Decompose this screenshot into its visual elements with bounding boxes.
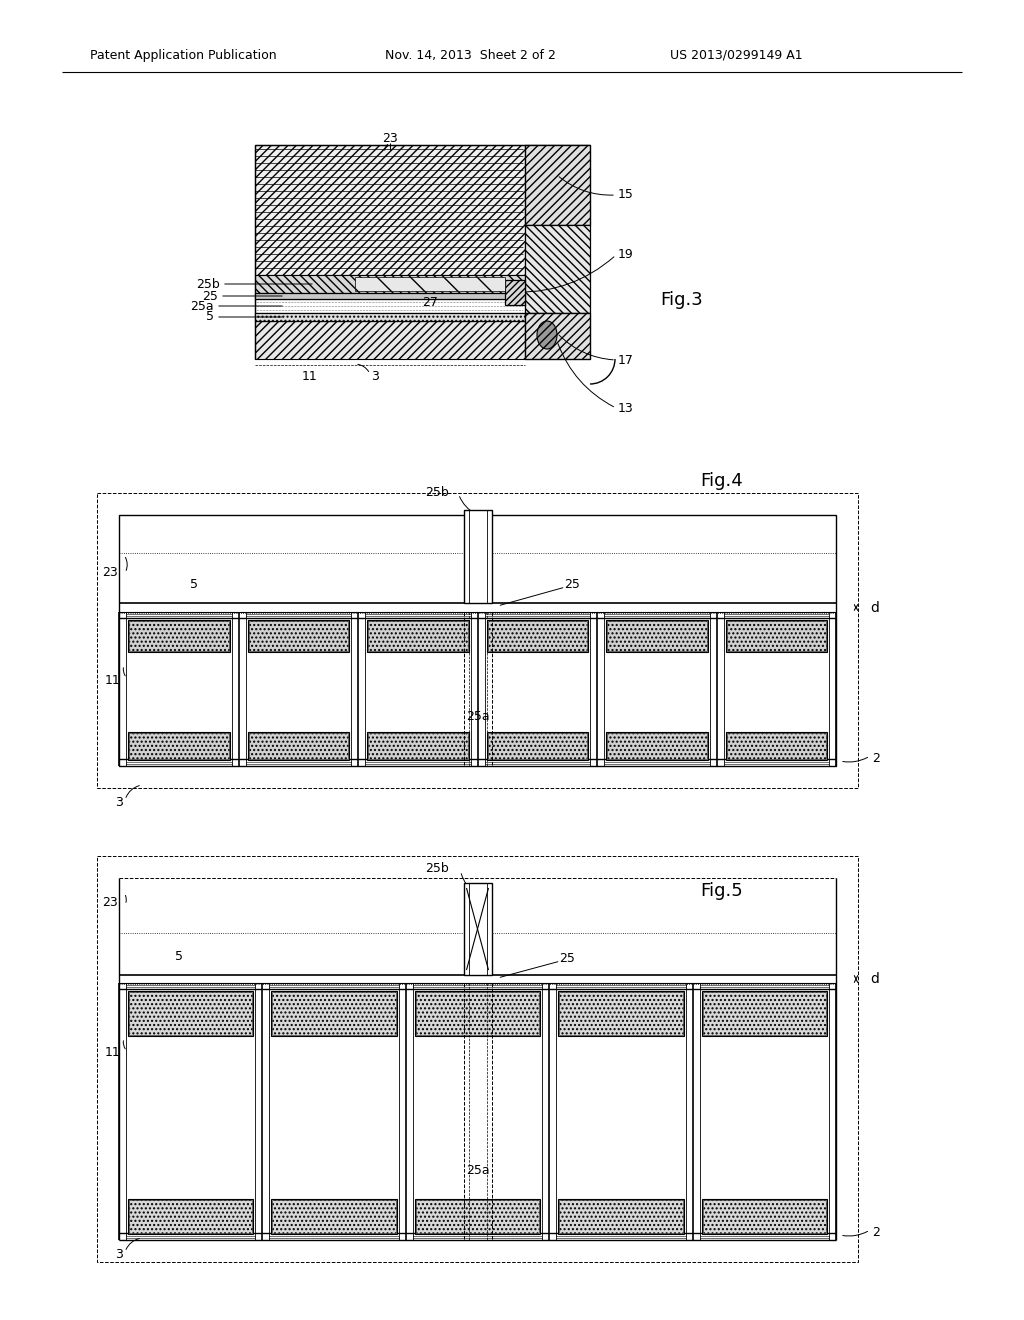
- Bar: [128, 991, 253, 1036]
- Bar: [255, 300, 525, 313]
- Text: 25b: 25b: [425, 486, 449, 499]
- Bar: [725, 620, 827, 652]
- Bar: [416, 1200, 540, 1233]
- Text: 23: 23: [382, 132, 398, 144]
- Bar: [368, 620, 468, 651]
- Bar: [558, 1199, 684, 1234]
- Bar: [367, 733, 469, 760]
- Bar: [726, 733, 826, 759]
- Bar: [607, 620, 707, 651]
- Text: 19: 19: [618, 248, 634, 261]
- Bar: [248, 733, 349, 760]
- Bar: [415, 991, 541, 1036]
- Bar: [97, 855, 858, 1262]
- Bar: [702, 993, 826, 1035]
- Bar: [486, 733, 588, 760]
- Bar: [255, 313, 525, 321]
- Text: 2: 2: [872, 1225, 880, 1238]
- Ellipse shape: [537, 321, 557, 348]
- Bar: [128, 1199, 253, 1234]
- Bar: [525, 145, 590, 224]
- Bar: [464, 883, 492, 975]
- Bar: [415, 1199, 541, 1234]
- Bar: [702, 1200, 826, 1233]
- Bar: [606, 733, 708, 760]
- Text: 3: 3: [115, 796, 123, 809]
- Text: US 2013/0299149 A1: US 2013/0299149 A1: [670, 49, 803, 62]
- Bar: [607, 733, 707, 759]
- Text: 27: 27: [422, 297, 438, 309]
- Text: 2: 2: [872, 751, 880, 764]
- Bar: [129, 1200, 252, 1233]
- Bar: [726, 620, 826, 651]
- Bar: [248, 620, 349, 652]
- Text: 23: 23: [102, 896, 118, 909]
- Bar: [249, 620, 348, 651]
- Text: d: d: [870, 601, 879, 615]
- Bar: [255, 321, 525, 359]
- Text: 15: 15: [618, 189, 634, 202]
- Text: 25: 25: [202, 289, 218, 302]
- Bar: [606, 620, 708, 652]
- Text: 25b: 25b: [425, 862, 449, 875]
- Text: 5: 5: [190, 578, 198, 591]
- Text: 11: 11: [302, 371, 317, 384]
- Text: Patent Application Publication: Patent Application Publication: [90, 49, 276, 62]
- Bar: [525, 313, 590, 359]
- Bar: [272, 1200, 396, 1233]
- Bar: [129, 620, 228, 651]
- Bar: [272, 993, 396, 1035]
- Text: 17: 17: [618, 354, 634, 367]
- Text: 11: 11: [105, 673, 121, 686]
- Text: Fig.5: Fig.5: [700, 882, 742, 900]
- Bar: [255, 275, 525, 293]
- Bar: [97, 492, 858, 788]
- Bar: [416, 993, 540, 1035]
- Text: 25a: 25a: [190, 300, 214, 313]
- Bar: [559, 993, 683, 1035]
- Text: 3: 3: [371, 371, 379, 384]
- Text: 11: 11: [105, 1047, 121, 1060]
- Bar: [249, 733, 348, 759]
- Text: Fig.4: Fig.4: [700, 473, 742, 490]
- Text: 25a: 25a: [466, 1163, 489, 1176]
- Bar: [487, 620, 587, 651]
- Text: 25: 25: [559, 953, 575, 965]
- Bar: [725, 733, 827, 760]
- Text: 25b: 25b: [197, 277, 220, 290]
- Bar: [128, 733, 229, 760]
- Text: Fig.3: Fig.3: [660, 290, 702, 309]
- Bar: [271, 1199, 396, 1234]
- Text: 3: 3: [115, 1249, 123, 1262]
- Bar: [505, 280, 525, 305]
- Bar: [559, 1200, 683, 1233]
- Text: 25a: 25a: [466, 710, 489, 722]
- Bar: [355, 277, 505, 290]
- Text: Nov. 14, 2013  Sheet 2 of 2: Nov. 14, 2013 Sheet 2 of 2: [385, 49, 556, 62]
- Bar: [368, 733, 468, 759]
- Bar: [255, 145, 525, 275]
- Bar: [701, 991, 827, 1036]
- Text: 13: 13: [618, 401, 634, 414]
- Bar: [119, 515, 836, 766]
- Bar: [129, 993, 252, 1035]
- Bar: [129, 733, 228, 759]
- Bar: [367, 620, 469, 652]
- Bar: [525, 224, 590, 313]
- Bar: [486, 620, 588, 652]
- Bar: [255, 293, 525, 300]
- Bar: [558, 991, 684, 1036]
- Text: 23: 23: [102, 566, 118, 579]
- Text: 5: 5: [206, 310, 214, 323]
- Bar: [701, 1199, 827, 1234]
- Bar: [464, 510, 492, 603]
- Text: d: d: [870, 972, 879, 986]
- Text: 25: 25: [564, 578, 581, 591]
- Bar: [487, 733, 587, 759]
- Bar: [271, 991, 396, 1036]
- Bar: [128, 620, 229, 652]
- Text: 5: 5: [175, 950, 183, 964]
